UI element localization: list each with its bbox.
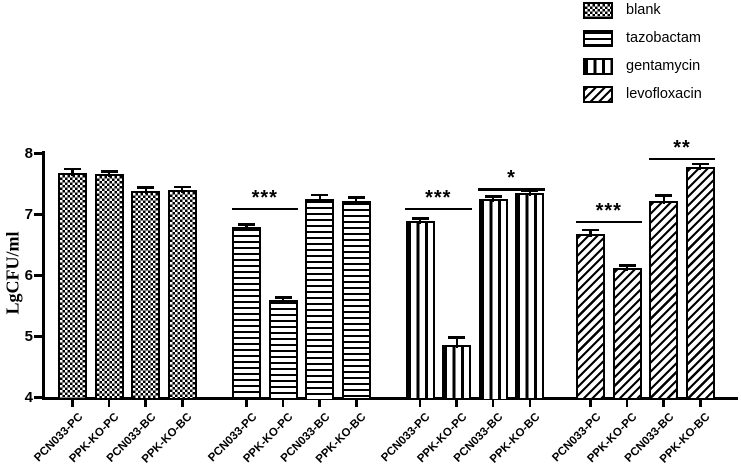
x-tick	[528, 400, 532, 407]
significance-stars: **	[673, 136, 691, 159]
significance-line	[648, 157, 716, 161]
bar-levofloxacin-PCN033-PC	[576, 233, 605, 399]
bar-levofloxacin-PCN033-BC	[649, 201, 679, 399]
y-tick	[34, 152, 42, 155]
error-bar-cap	[274, 296, 292, 299]
error-bar-stem	[245, 225, 248, 231]
x-tick	[181, 400, 184, 407]
x-tick	[281, 400, 285, 407]
error-bar-stem	[455, 337, 458, 348]
significance-line	[231, 207, 299, 211]
error-bar-stem	[662, 196, 665, 205]
x-tick	[144, 400, 147, 407]
error-bar-cap	[311, 193, 329, 197]
error-bar-cap	[238, 223, 255, 226]
error-bar-cap	[618, 263, 636, 267]
x-tick	[491, 400, 495, 407]
legend-item: blank	[583, 1, 741, 19]
bar-gentamycin-PPK-KO-BC	[515, 193, 545, 399]
error-bar-stem	[418, 218, 422, 224]
error-bar-stem	[492, 197, 495, 202]
y-tick-label: 4	[24, 388, 33, 406]
significance-line	[405, 207, 472, 211]
legend-item: tazobactam	[583, 29, 741, 47]
bar-blank-PCN033-PC	[58, 172, 87, 399]
y-axis-line	[42, 151, 45, 400]
y-tick-label: 8	[24, 144, 33, 162]
x-tick	[662, 400, 665, 407]
x-tick	[418, 400, 422, 407]
error-bar-cap	[100, 170, 118, 173]
error-bar-cap	[691, 162, 709, 166]
x-tick	[107, 400, 111, 407]
x-tick	[245, 400, 248, 407]
error-bar-stem	[589, 230, 592, 237]
legend-item: gentamycin	[583, 58, 741, 76]
y-tick	[34, 396, 42, 399]
bar-blank-PPK-KO-PC	[94, 174, 124, 399]
x-tick	[71, 400, 74, 407]
legend-item: levofloxacin	[583, 86, 741, 104]
bar-levofloxacin-PPK-KO-PC	[612, 268, 642, 399]
x-tick	[699, 400, 702, 407]
bar-tazobactam-PCN033-PC	[232, 227, 261, 399]
x-tick	[455, 400, 458, 407]
y-tick	[34, 335, 42, 338]
significance-stars: ***	[251, 186, 278, 209]
bar-tazobactam-PCN033-BC	[305, 198, 335, 399]
legend-label: tazobactam	[626, 29, 701, 46]
error-bar-cap	[137, 186, 155, 190]
error-bar-cap	[655, 194, 673, 197]
x-axis-line	[42, 397, 738, 400]
error-bar-stem	[181, 187, 184, 194]
bar-tazobactam-PPK-KO-BC	[341, 201, 371, 399]
error-bar-cap	[582, 228, 599, 232]
error-bar-cap	[64, 167, 81, 171]
significance-stars: *	[507, 167, 516, 190]
bar-levofloxacin-PPK-KO-BC	[685, 167, 715, 399]
x-tick	[355, 400, 358, 407]
x-tick	[625, 400, 629, 407]
bar-gentamycin-PCN033-BC	[478, 198, 508, 399]
significance-stars: ***	[425, 186, 452, 209]
y-tick	[34, 274, 42, 277]
error-bar-stem	[282, 298, 285, 303]
legend-label: levofloxacin	[626, 86, 702, 103]
y-tick-label: 6	[24, 266, 33, 284]
y-tick-label: 5	[24, 327, 33, 345]
y-tick-label: 7	[24, 205, 33, 223]
y-tick	[34, 213, 42, 216]
error-bar-stem	[71, 169, 74, 176]
significance-line	[478, 188, 545, 191]
error-bar-cap	[347, 196, 365, 199]
legend-swatch-horizontal-stripes-icon	[583, 29, 613, 47]
x-tick	[589, 400, 592, 407]
error-bar-stem	[318, 195, 321, 202]
error-bar-cap	[173, 185, 191, 189]
bar-gentamycin-PPK-KO-PC	[442, 344, 472, 399]
bar-gentamycin-PCN033-PC	[405, 220, 435, 399]
bar-blank-PPK-KO-BC	[167, 190, 197, 399]
error-bar-stem	[355, 198, 358, 205]
legend-swatch-diagonal-stripes-icon	[583, 86, 613, 104]
error-bar-stem	[528, 191, 531, 197]
legend-swatch-checkerboard-icon	[583, 1, 613, 19]
error-bar-stem	[699, 164, 702, 171]
significance-line	[575, 220, 643, 224]
error-bar-stem	[626, 265, 629, 272]
error-bar-cap	[484, 195, 502, 198]
significance-stars: ***	[595, 199, 622, 222]
error-bar-stem	[144, 188, 147, 195]
x-tick	[318, 400, 321, 407]
legend-label: blank	[626, 1, 661, 18]
bar-tazobactam-PPK-KO-PC	[268, 300, 298, 399]
error-bar-cap	[448, 335, 466, 339]
error-bar-stem	[108, 172, 111, 178]
error-bar-cap	[411, 216, 429, 220]
legend-swatch-vertical-stripes-icon	[583, 58, 613, 76]
legend-label: gentamycin	[626, 58, 701, 75]
bar-blank-PCN033-BC	[131, 191, 161, 399]
